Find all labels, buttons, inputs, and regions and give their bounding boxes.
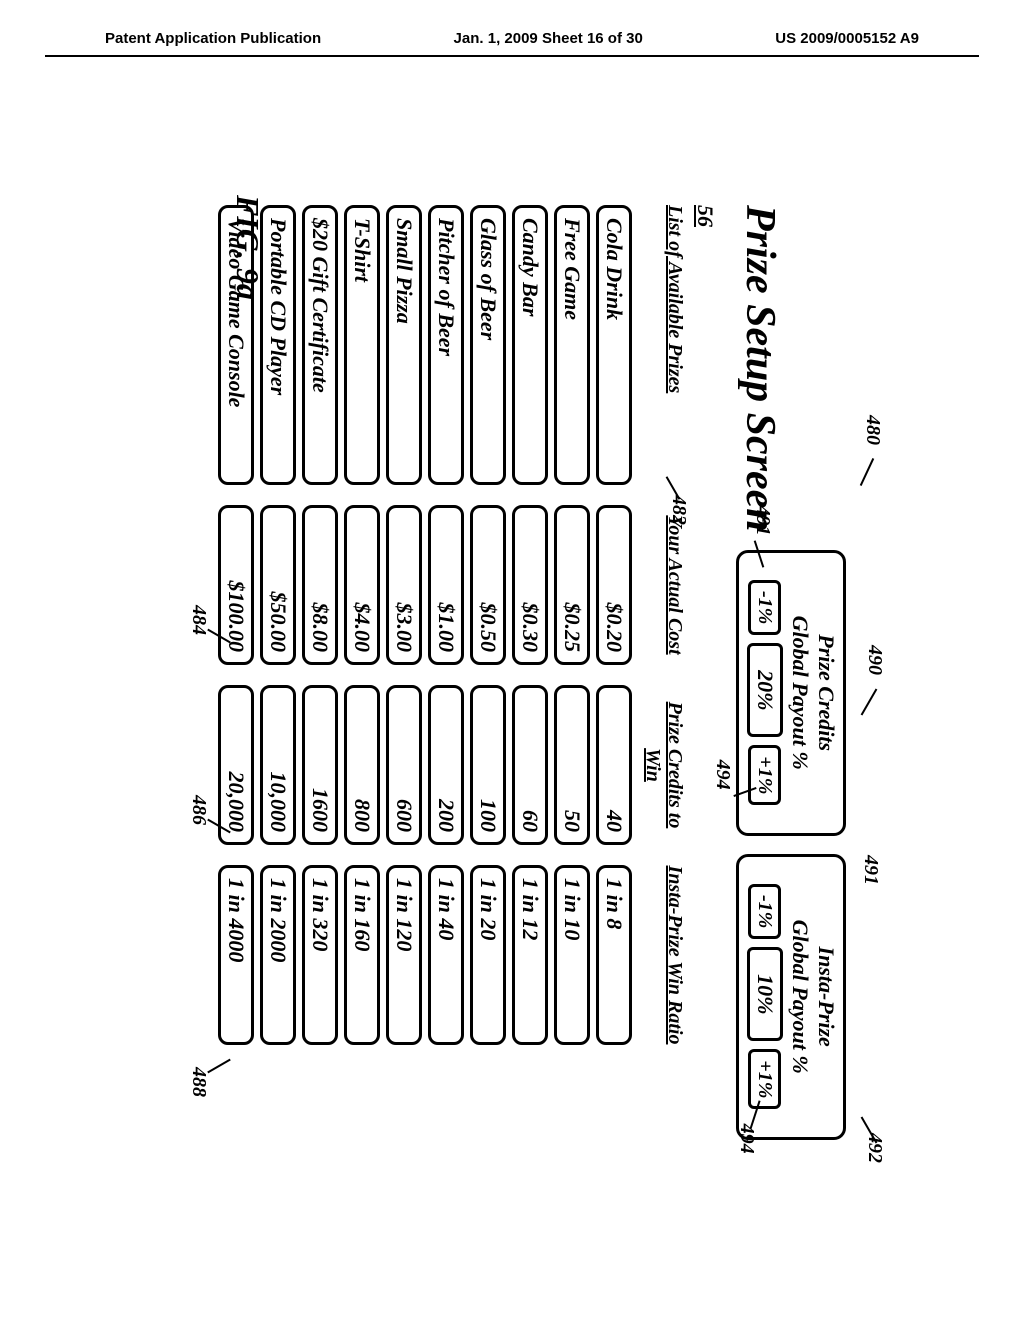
- ratio-cell[interactable]: 1 in 40: [428, 865, 464, 1045]
- lead-line: [860, 458, 874, 486]
- col-credits-text: Prize Credits to Win: [642, 702, 686, 829]
- ratio-cell[interactable]: 1 in 160: [344, 865, 380, 1045]
- cost-cell[interactable]: $50.00: [260, 505, 296, 665]
- credits-cell[interactable]: 20,000: [218, 685, 254, 845]
- callout-491: 491: [751, 506, 774, 536]
- payout-value: 20%: [747, 643, 783, 737]
- ratio-cell[interactable]: 1 in 10: [554, 865, 590, 1045]
- cost-cell[interactable]: $100.00: [218, 505, 254, 665]
- prize-cell[interactable]: Cola Drink: [596, 205, 632, 485]
- callout-494: 494: [735, 1124, 758, 1154]
- prize-table: List of Available Prizes Your Actual Cos…: [218, 205, 686, 1185]
- cost-cell[interactable]: $3.00: [386, 505, 422, 665]
- callout-490: 490: [863, 645, 886, 675]
- cost-cell[interactable]: $1.00: [428, 505, 464, 665]
- ref-56: 56: [692, 205, 718, 1185]
- figure-label: FIG. 9a: [229, 195, 266, 300]
- cost-cell[interactable]: $8.00: [302, 505, 338, 665]
- ratio-cell[interactable]: 1 in 4000: [218, 865, 254, 1045]
- credits-cell[interactable]: 60: [512, 685, 548, 845]
- credits-cell[interactable]: 40: [596, 685, 632, 845]
- prize-cell[interactable]: Free Game: [554, 205, 590, 485]
- decrement-button[interactable]: -1%: [749, 580, 782, 635]
- credits-cell[interactable]: 800: [344, 685, 380, 845]
- prize-cell[interactable]: Small Pizza: [386, 205, 422, 485]
- ratio-cell[interactable]: 1 in 2000: [260, 865, 296, 1045]
- cost-cell[interactable]: $4.00: [344, 505, 380, 665]
- ratio-cell[interactable]: 1 in 8: [596, 865, 632, 1045]
- prize-cell[interactable]: T-Shirt: [344, 205, 380, 485]
- callout-491: 491: [859, 855, 882, 885]
- cost-cell[interactable]: $0.20: [596, 505, 632, 665]
- cost-cell[interactable]: $0.25: [554, 505, 590, 665]
- increment-button[interactable]: +1%: [749, 745, 782, 805]
- credits-cell[interactable]: 100: [470, 685, 506, 845]
- credits-cell[interactable]: 1600: [302, 685, 338, 845]
- callout-480: 480: [861, 415, 884, 445]
- col-ratio: Insta-Prize Win Ratio: [638, 865, 686, 1045]
- prize-cell[interactable]: $20 Gift Certificate: [302, 205, 338, 485]
- ratio-cell[interactable]: 1 in 120: [386, 865, 422, 1045]
- prize-cell[interactable]: Glass of Beer: [470, 205, 506, 485]
- lead-line: [861, 689, 878, 716]
- payout-label: Global Payout %: [787, 563, 813, 823]
- header-right: US 2009/0005152 A9: [775, 30, 919, 47]
- col-prizes: List of Available Prizes: [638, 205, 686, 485]
- ratio-cell[interactable]: 1 in 320: [302, 865, 338, 1045]
- col-ratio-text: Insta-Prize Win Ratio: [664, 866, 686, 1045]
- payout-label: Global Payout %: [787, 867, 813, 1127]
- payout-label: Prize Credits: [813, 563, 839, 823]
- prize-cell[interactable]: Candy Bar: [512, 205, 548, 485]
- credits-cell[interactable]: 200: [428, 685, 464, 845]
- increment-button[interactable]: +1%: [749, 1049, 782, 1109]
- credits-cell[interactable]: 10,000: [260, 685, 296, 845]
- payout-value: 10%: [747, 947, 783, 1041]
- page-header: Patent Application Publication Jan. 1, 2…: [45, 0, 979, 57]
- figure-rotated: 480 490 491 492 Prize Setup Screen 491 P…: [178, 205, 846, 1185]
- prize-credits-payout-box: Prize Credits Global Payout % -1% 20% +1…: [736, 550, 846, 836]
- header-left: Patent Application Publication: [105, 30, 321, 47]
- payout-label: Insta-Prize: [813, 867, 839, 1127]
- prize-cell[interactable]: Pitcher of Beer: [428, 205, 464, 485]
- cost-cell[interactable]: $0.30: [512, 505, 548, 665]
- credits-cell[interactable]: 600: [386, 685, 422, 845]
- cost-cell[interactable]: $0.50: [470, 505, 506, 665]
- ratio-cell[interactable]: 1 in 12: [512, 865, 548, 1045]
- col-cost: Your Actual Cost: [638, 505, 686, 665]
- header-center: Jan. 1, 2009 Sheet 16 of 30: [454, 30, 643, 47]
- callout-494: 494: [711, 760, 734, 790]
- insta-prize-payout-box: Insta-Prize Global Payout % -1% 10% +1%: [736, 854, 846, 1140]
- col-credits: Prize Credits to Win: [638, 685, 686, 845]
- figure-content: 480 490 491 492 Prize Setup Screen 491 P…: [0, 57, 1024, 1217]
- screen-title: Prize Setup Screen: [736, 205, 784, 532]
- credits-cell[interactable]: 50: [554, 685, 590, 845]
- ratio-cell[interactable]: 1 in 20: [470, 865, 506, 1045]
- decrement-button[interactable]: -1%: [749, 884, 782, 939]
